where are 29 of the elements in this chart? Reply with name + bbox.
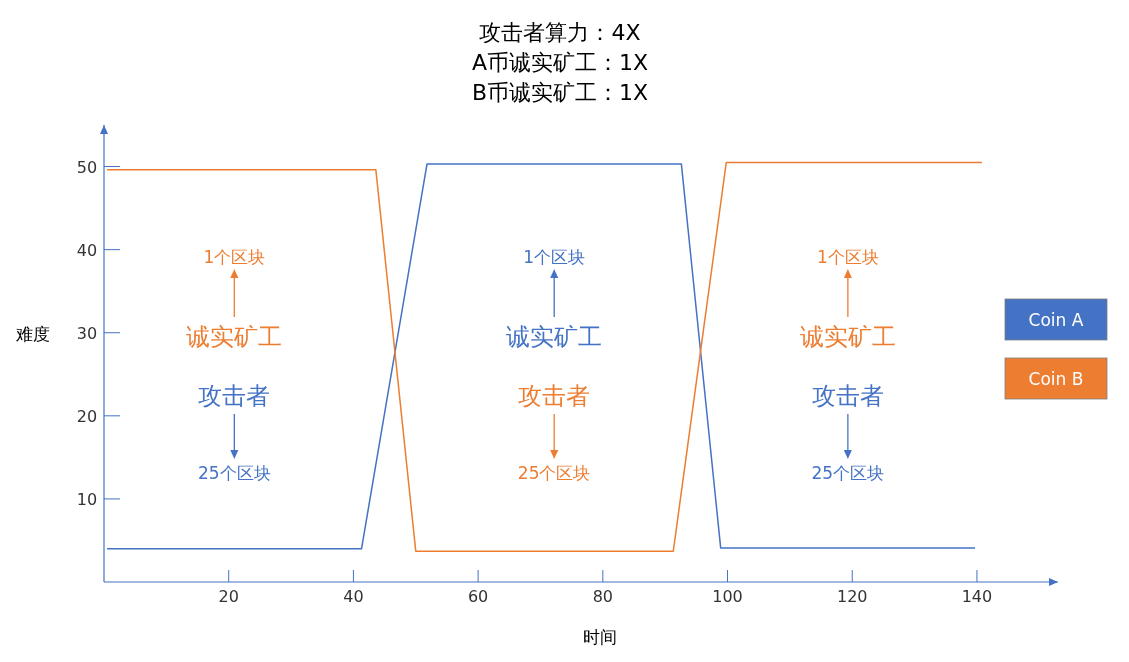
annotation: 诚实矿工 — [799, 323, 896, 351]
annotation: 攻击者 — [811, 382, 884, 410]
y-tick-label: 30 — [76, 323, 98, 343]
y-tick-label: 40 — [76, 240, 98, 260]
chart-title: 攻击者算力：4X A币诚实矿工：1X B币诚实矿工：1X — [471, 20, 649, 105]
annotation: 1个区块 — [816, 247, 879, 267]
annotation: 诚实矿工 — [506, 323, 603, 351]
annotation: 25个区块 — [198, 463, 271, 483]
text: Coin B — [1028, 369, 1084, 389]
annotation: 攻击者 — [518, 382, 591, 410]
annotation: 诚实矿工 — [186, 323, 283, 351]
x-tick-label: 100 — [712, 587, 743, 606]
annotation: 1个区块 — [523, 247, 586, 267]
y-tick-label: 50 — [76, 157, 98, 177]
annotation: 1个区块 — [203, 247, 266, 267]
text: Coin A — [1028, 310, 1084, 330]
y-tick-label: 20 — [76, 406, 98, 426]
y-axis-title: 难度 — [15, 324, 50, 344]
x-tick-label: 120 — [836, 587, 868, 606]
annotation: 25个区块 — [517, 463, 591, 483]
x-tick-label: 80 — [592, 587, 613, 606]
y-tick-label: 10 — [76, 489, 98, 509]
x-tick-label: 40 — [343, 587, 364, 606]
x-tick-label: 20 — [218, 587, 239, 606]
x-axis-title: 时间 — [583, 627, 617, 647]
x-tick-label: 140 — [961, 587, 993, 606]
annotation: 攻击者 — [198, 382, 271, 410]
annotation: 25个区块 — [811, 463, 885, 483]
x-tick-label: 60 — [467, 587, 489, 606]
